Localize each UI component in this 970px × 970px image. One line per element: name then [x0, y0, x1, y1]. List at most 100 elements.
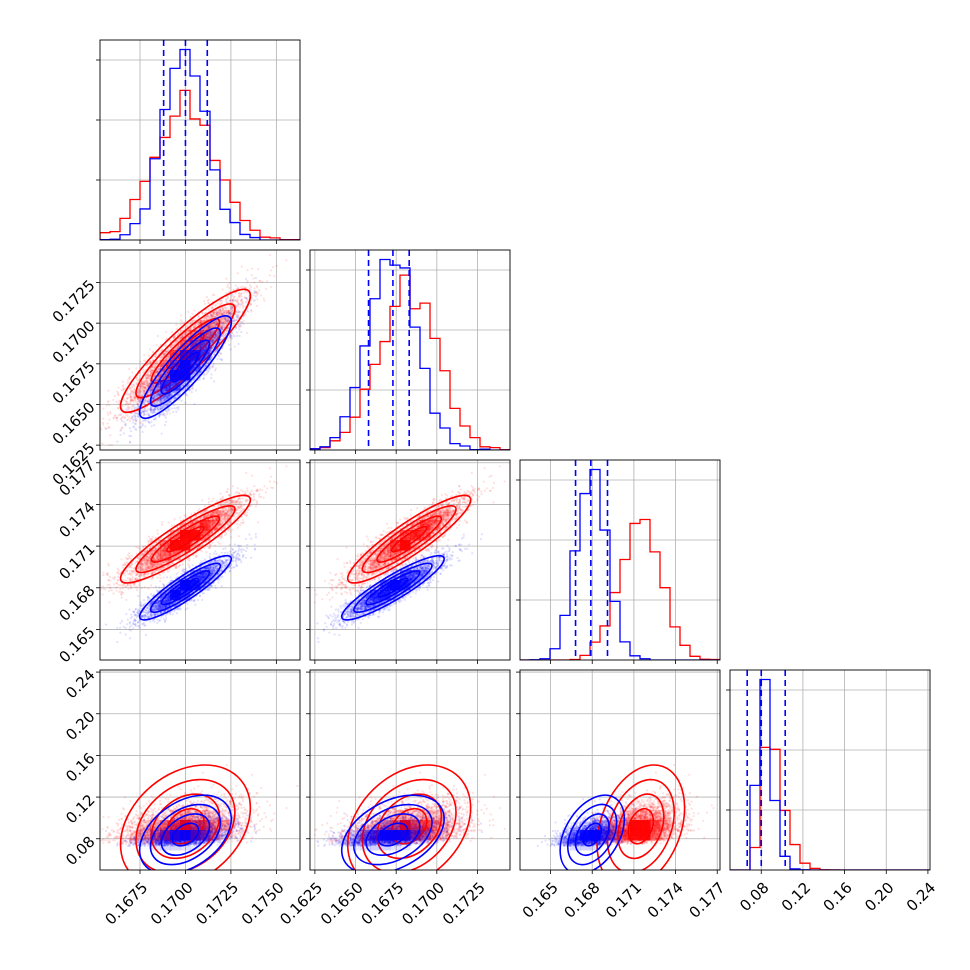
- scatter-point: [214, 333, 217, 336]
- scatter-point: [146, 372, 150, 375]
- scatter-point: [210, 347, 213, 350]
- scatter-point: [238, 328, 241, 331]
- scatter-point: [130, 407, 133, 411]
- scatter-point: [169, 360, 173, 363]
- scatter-point: [237, 292, 240, 295]
- scatter-point: [173, 404, 176, 407]
- scatter-point: [227, 309, 230, 312]
- scatter-point: [143, 407, 147, 410]
- scatter-point: [140, 384, 143, 388]
- scatter-point: [237, 292, 241, 295]
- scatter-point: [173, 336, 177, 339]
- scatter-point: [235, 311, 238, 314]
- scatter-point: [117, 393, 120, 397]
- scatter-point: [193, 330, 196, 333]
- scatter-point: [240, 299, 243, 302]
- scatter-point: [190, 321, 193, 324]
- scatter-point: [215, 310, 218, 313]
- scatter-point: [134, 427, 137, 431]
- scatter-point: [101, 421, 104, 425]
- scatter-point: [145, 377, 148, 380]
- scatter-point: [254, 291, 258, 294]
- scatter-point: [128, 387, 131, 390]
- scatter-point: [134, 400, 138, 403]
- scatter-point: [219, 308, 222, 311]
- scatter-point: [223, 334, 226, 337]
- scatter-point: [172, 344, 175, 347]
- scatter-point: [128, 394, 132, 398]
- scatter-point: [164, 352, 168, 355]
- scatter-point: [234, 299, 237, 302]
- scatter-point: [141, 384, 144, 387]
- scatter-point: [142, 389, 146, 392]
- scatter-point: [235, 319, 238, 322]
- scatter-point: [207, 326, 211, 329]
- scatter-point: [130, 398, 133, 402]
- scatter-point: [158, 358, 161, 362]
- scatter-point: [129, 386, 132, 389]
- scatter-point: [221, 323, 225, 326]
- scatter-point: [131, 385, 134, 389]
- scatter-point: [164, 344, 167, 347]
- scatter-point: [231, 301, 234, 304]
- scatter-point: [220, 327, 223, 330]
- scatter-point: [236, 272, 239, 275]
- scatter-point: [215, 334, 218, 337]
- scatter-point: [151, 387, 154, 390]
- scatter-point: [190, 344, 193, 347]
- scatter-point: [211, 293, 215, 296]
- scatter-point: [209, 341, 213, 344]
- scatter-point: [149, 407, 152, 410]
- scatter-point: [229, 314, 232, 317]
- scatter-point: [212, 314, 215, 317]
- scatter-point: [211, 338, 214, 342]
- scatter-point: [123, 423, 127, 426]
- scatter-point: [163, 359, 166, 362]
- scatter-point: [149, 373, 152, 376]
- scatter-point: [199, 330, 202, 333]
- scatter-point: [221, 334, 224, 338]
- scatter-point: [226, 306, 229, 309]
- scatter-point: [216, 334, 219, 338]
- scatter-point: [254, 295, 258, 298]
- scatter-point: [240, 320, 243, 324]
- scatter-point: [203, 328, 207, 331]
- scatter-point: [162, 362, 166, 365]
- scatter-point: [143, 386, 147, 389]
- scatter-point: [130, 398, 134, 402]
- scatter-point: [193, 319, 196, 322]
- scatter-point: [227, 319, 230, 322]
- scatter-point: [199, 336, 202, 339]
- scatter-point: [260, 294, 263, 297]
- scatter-point: [133, 396, 136, 399]
- scatter-point: [205, 334, 208, 337]
- scatter-point: [206, 336, 209, 339]
- scatter-point: [220, 325, 223, 328]
- scatter-point: [257, 268, 260, 271]
- scatter-point: [187, 335, 190, 338]
- scatter-point: [166, 372, 169, 375]
- scatter-point: [124, 422, 127, 425]
- scatter-point: [226, 320, 229, 323]
- scatter-point: [130, 390, 134, 393]
- scatter-point: [135, 367, 138, 370]
- scatter-point: [205, 347, 208, 350]
- scatter-point: [147, 392, 150, 395]
- scatter-point: [173, 396, 176, 400]
- scatter-point: [175, 410, 178, 413]
- scatter-point: [122, 387, 126, 390]
- scatter-point: [160, 432, 163, 435]
- scatter-point: [146, 384, 149, 387]
- scatter-point: [210, 322, 214, 325]
- scatter-point: [211, 322, 214, 325]
- scatter-point: [201, 329, 205, 332]
- scatter-point: [233, 318, 236, 321]
- scatter-point: [233, 335, 236, 338]
- scatter-point: [221, 312, 225, 315]
- scatter-point: [141, 383, 145, 386]
- scatter-point: [128, 406, 131, 409]
- scatter-point: [246, 291, 249, 294]
- scatter-point: [173, 367, 176, 371]
- scatter-point: [197, 338, 201, 341]
